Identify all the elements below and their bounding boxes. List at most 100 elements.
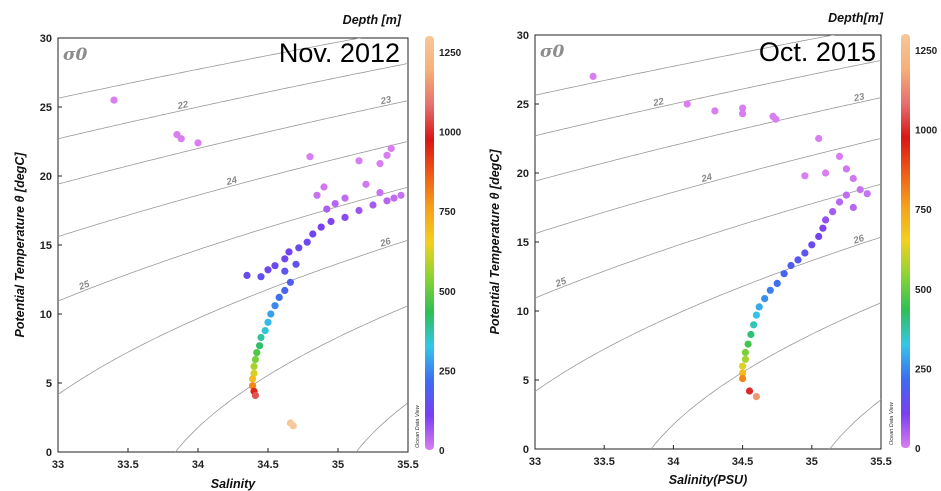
scatter-point <box>819 224 827 232</box>
scatter-point <box>815 134 823 143</box>
scatter-point <box>303 238 311 246</box>
scatter-point <box>787 261 795 270</box>
x-axis-label: Salinity <box>211 477 257 491</box>
scatter-points <box>589 72 871 401</box>
scatter-point <box>320 183 328 191</box>
x-axis-ticks: 33 33.5 34 34.5 35 35.5 <box>529 445 892 468</box>
depth-colorbar <box>901 34 910 448</box>
y-axis-ticks: 0 5 10 15 20 25 30 <box>517 30 539 456</box>
scatter-point <box>842 165 851 173</box>
colorbar-tick-label: 1000 <box>439 128 462 139</box>
colorbar-gradient <box>425 36 434 450</box>
colorbar-gradient <box>901 34 910 448</box>
scatter-point <box>249 382 257 390</box>
scatter-point <box>752 393 761 401</box>
scatter-point <box>747 330 755 339</box>
scatter-point <box>355 157 363 165</box>
scatter-point <box>849 174 857 183</box>
scatter-point <box>289 422 297 430</box>
density-contours <box>58 38 408 452</box>
scatter-point <box>261 327 269 335</box>
scatter-point <box>835 198 844 206</box>
colorbar-ticks: 0 250 500 750 1000 1250 <box>439 48 462 457</box>
scatter-point <box>249 375 257 383</box>
contour-label: 26 <box>378 236 393 250</box>
sigma-contour <box>535 35 836 96</box>
colorbar-tick-label: 750 <box>915 205 932 216</box>
scatter-point <box>863 190 871 198</box>
scatter-point <box>267 310 275 318</box>
scatter-point <box>829 208 837 216</box>
colorbar-tick-label: 500 <box>439 287 456 298</box>
contour-label: 22 <box>176 99 190 112</box>
density-contour-labels: 22 23 24 25 26 <box>553 91 866 290</box>
scatter-point <box>369 201 377 209</box>
scatter-point <box>772 115 780 123</box>
scatter-point <box>711 107 719 115</box>
y-axis-ticks: 0 5 10 15 20 25 30 <box>40 33 62 459</box>
sigma-contour <box>650 302 881 449</box>
density-contours <box>535 35 881 449</box>
scatter-point <box>752 311 761 319</box>
scatter-point <box>313 191 321 199</box>
contour-label: 22 <box>651 96 665 109</box>
sigma-contour <box>535 138 881 234</box>
sigma-contour <box>829 399 881 449</box>
y-tick-label: 25 <box>40 102 52 114</box>
contour-label: 25 <box>77 278 92 293</box>
scatter-point <box>822 216 830 224</box>
density-contour-labels: 22 23 24 25 26 <box>77 94 394 293</box>
scatter-point <box>376 189 384 197</box>
scatter-point <box>264 318 272 326</box>
x-tick-label: 35 <box>806 456 818 468</box>
contour-label: 23 <box>852 91 866 104</box>
scatter-point <box>376 160 384 168</box>
colorbar-tick-label: 1250 <box>915 46 938 57</box>
scatter-point <box>794 256 802 264</box>
scatter-point <box>383 151 391 159</box>
x-tick-label: 34.5 <box>732 456 753 468</box>
scatter-point <box>110 96 118 104</box>
scatter-point <box>271 302 279 310</box>
sigma-contour <box>535 236 881 392</box>
scatter-point <box>251 391 259 399</box>
scatter-point <box>766 286 774 294</box>
x-axis-ticks: 33 33.5 34 34.5 35 35.5 <box>52 448 419 471</box>
sigma-contour <box>535 97 881 182</box>
panel-title: Nov. 2012 <box>279 38 400 68</box>
scatter-point <box>355 206 363 215</box>
contour-label: 25 <box>553 275 568 290</box>
ts-panel-oct-2015: 22 23 24 25 26 σ0 Oct. 2015 33 33.5 34 34.5 35 35… <box>488 11 938 487</box>
x-tick-label: 33 <box>529 456 541 468</box>
scatter-point <box>286 278 294 286</box>
sigma-contour <box>174 305 408 452</box>
y-tick-label: 10 <box>40 309 52 321</box>
scatter-point <box>835 152 844 160</box>
contour-label: 24 <box>224 174 239 188</box>
sigma-theta-label: σ0 <box>63 45 88 65</box>
scatter-point <box>397 191 405 199</box>
y-axis-label: Potential Temperature θ [degC] <box>13 152 27 338</box>
scatter-point <box>275 293 283 301</box>
scatter-point <box>744 340 752 348</box>
scatter-point <box>317 223 325 231</box>
scatter-point <box>250 362 258 370</box>
scatter-point <box>281 286 289 295</box>
colorbar-title: Depth[m] <box>828 11 884 25</box>
colorbar-tick-label: 0 <box>439 446 445 457</box>
y-tick-label: 5 <box>523 375 529 387</box>
scatter-point <box>739 369 747 377</box>
sigma-theta-label: σ0 <box>540 42 565 62</box>
colorbar-tick-label: 1000 <box>915 126 938 137</box>
sigma-contour <box>58 63 408 140</box>
scatter-point <box>842 191 851 199</box>
y-tick-label: 5 <box>46 378 52 390</box>
scatter-points <box>110 96 405 430</box>
scatter-point <box>264 266 272 274</box>
scatter-point <box>739 375 747 383</box>
colorbar-tick-label: 0 <box>915 444 921 455</box>
x-tick-label: 33.5 <box>117 459 138 471</box>
plot-frame <box>57 37 409 453</box>
scatter-point <box>257 333 265 342</box>
scatter-point <box>327 217 335 226</box>
